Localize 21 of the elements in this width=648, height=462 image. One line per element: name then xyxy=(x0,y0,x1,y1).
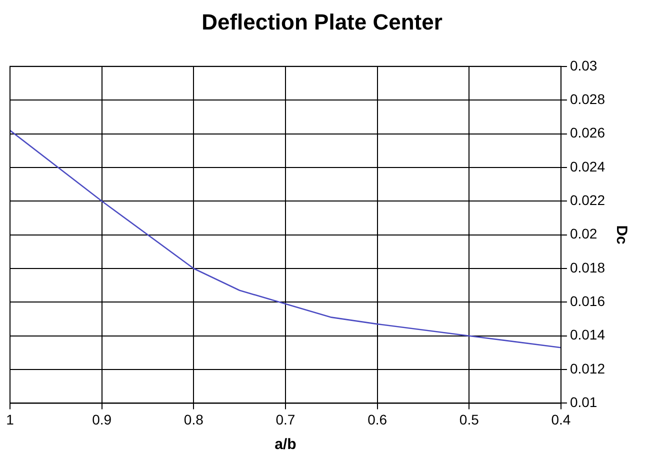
y-axis-title: Dc xyxy=(612,225,630,244)
x-axis-title: a/b xyxy=(274,436,296,454)
y-tick-label: 0.028 xyxy=(570,90,606,107)
x-tick-label: 0.7 xyxy=(276,411,296,428)
y-tick-label: 0.016 xyxy=(570,293,606,310)
x-tick-label: 0.4 xyxy=(551,411,571,428)
y-tick-label: 0.026 xyxy=(570,124,606,141)
chart-title: Deflection Plate Center xyxy=(202,9,443,34)
x-tick-label: 0.6 xyxy=(368,411,388,428)
y-tick-label: 0.01 xyxy=(570,394,598,410)
y-tick-label: 0.022 xyxy=(570,192,606,208)
x-tick-label: 0.8 xyxy=(184,411,204,428)
y-tick-label: 0.03 xyxy=(570,57,598,74)
x-tick-label: 0.9 xyxy=(92,411,112,428)
y-tick-label: 0.012 xyxy=(570,360,606,376)
x-tick-label: 0.5 xyxy=(459,411,480,428)
y-tick-label: 0.014 xyxy=(570,326,606,343)
x-tick-label: 1 xyxy=(6,411,14,428)
y-tick-label: 0.02 xyxy=(570,226,598,242)
y-tick-label: 0.024 xyxy=(570,158,606,174)
y-tick-label: 0.018 xyxy=(570,259,606,276)
